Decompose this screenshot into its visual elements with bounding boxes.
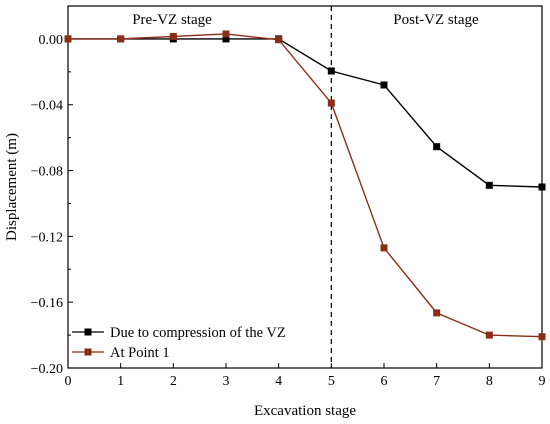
series-1-point bbox=[433, 143, 441, 151]
series-2-point bbox=[169, 32, 177, 40]
y-tick-label: −0.08 bbox=[31, 165, 63, 180]
x-tick-label: 8 bbox=[486, 374, 493, 389]
series-1-point bbox=[222, 35, 230, 43]
y-tick-label: 0.00 bbox=[39, 33, 64, 48]
series-layer bbox=[64, 30, 546, 341]
y-axis-label: Displacement (m) bbox=[4, 133, 20, 241]
series-1-point bbox=[538, 183, 546, 191]
series-2-point bbox=[64, 35, 72, 43]
x-tick-label: 0 bbox=[65, 374, 72, 389]
series-1-point bbox=[327, 67, 335, 75]
series-2-point bbox=[538, 333, 546, 341]
legend-swatch-marker-series-1 bbox=[84, 328, 92, 336]
series-2-point bbox=[327, 99, 335, 107]
x-tick-label: 7 bbox=[433, 374, 440, 389]
x-axis-label: Excavation stage bbox=[254, 403, 356, 419]
series-2-point bbox=[380, 244, 388, 252]
series-2-point bbox=[275, 36, 283, 44]
series-line-1 bbox=[68, 38, 543, 188]
x-axis-ticks: 0 1 2 3 4 5 6 7 8 9 bbox=[65, 363, 546, 389]
x-tick-label: 2 bbox=[170, 374, 177, 389]
legend-label-series-1: Due to compression of the VZ bbox=[110, 325, 286, 341]
x-tick-label: 3 bbox=[223, 374, 230, 389]
y-tick-label: −0.16 bbox=[31, 296, 63, 311]
plot-frame bbox=[67, 5, 543, 369]
series-2-point bbox=[485, 331, 493, 339]
post-stage-label: Post-VZ stage bbox=[393, 12, 479, 28]
series-2-point bbox=[117, 35, 125, 43]
legend: Due to compression of the VZ At Point 1 bbox=[72, 325, 286, 361]
x-tick-label: 1 bbox=[117, 374, 124, 389]
y-tick-label: −0.12 bbox=[31, 230, 63, 245]
x-tick-label: 6 bbox=[381, 374, 388, 389]
series-1-point bbox=[380, 81, 388, 89]
x-tick-label: 4 bbox=[275, 374, 282, 389]
series-2-point bbox=[222, 30, 230, 38]
x-tick-label: 9 bbox=[539, 374, 546, 389]
legend-swatch-marker-series-2 bbox=[84, 348, 92, 356]
x-tick-label: 5 bbox=[328, 374, 335, 389]
legend-label-series-2: At Point 1 bbox=[110, 345, 170, 361]
y-axis-ticks: 0.00 −0.04 −0.08 −0.12 −0.16 −0.20 bbox=[31, 33, 73, 377]
y-tick-label: −0.04 bbox=[31, 99, 63, 114]
y-tick-label: −0.20 bbox=[31, 362, 63, 377]
series-2-point bbox=[433, 309, 441, 317]
pre-stage-label: Pre-VZ stage bbox=[132, 12, 212, 28]
series-1-point bbox=[485, 181, 493, 189]
series-line-2 bbox=[68, 33, 543, 338]
